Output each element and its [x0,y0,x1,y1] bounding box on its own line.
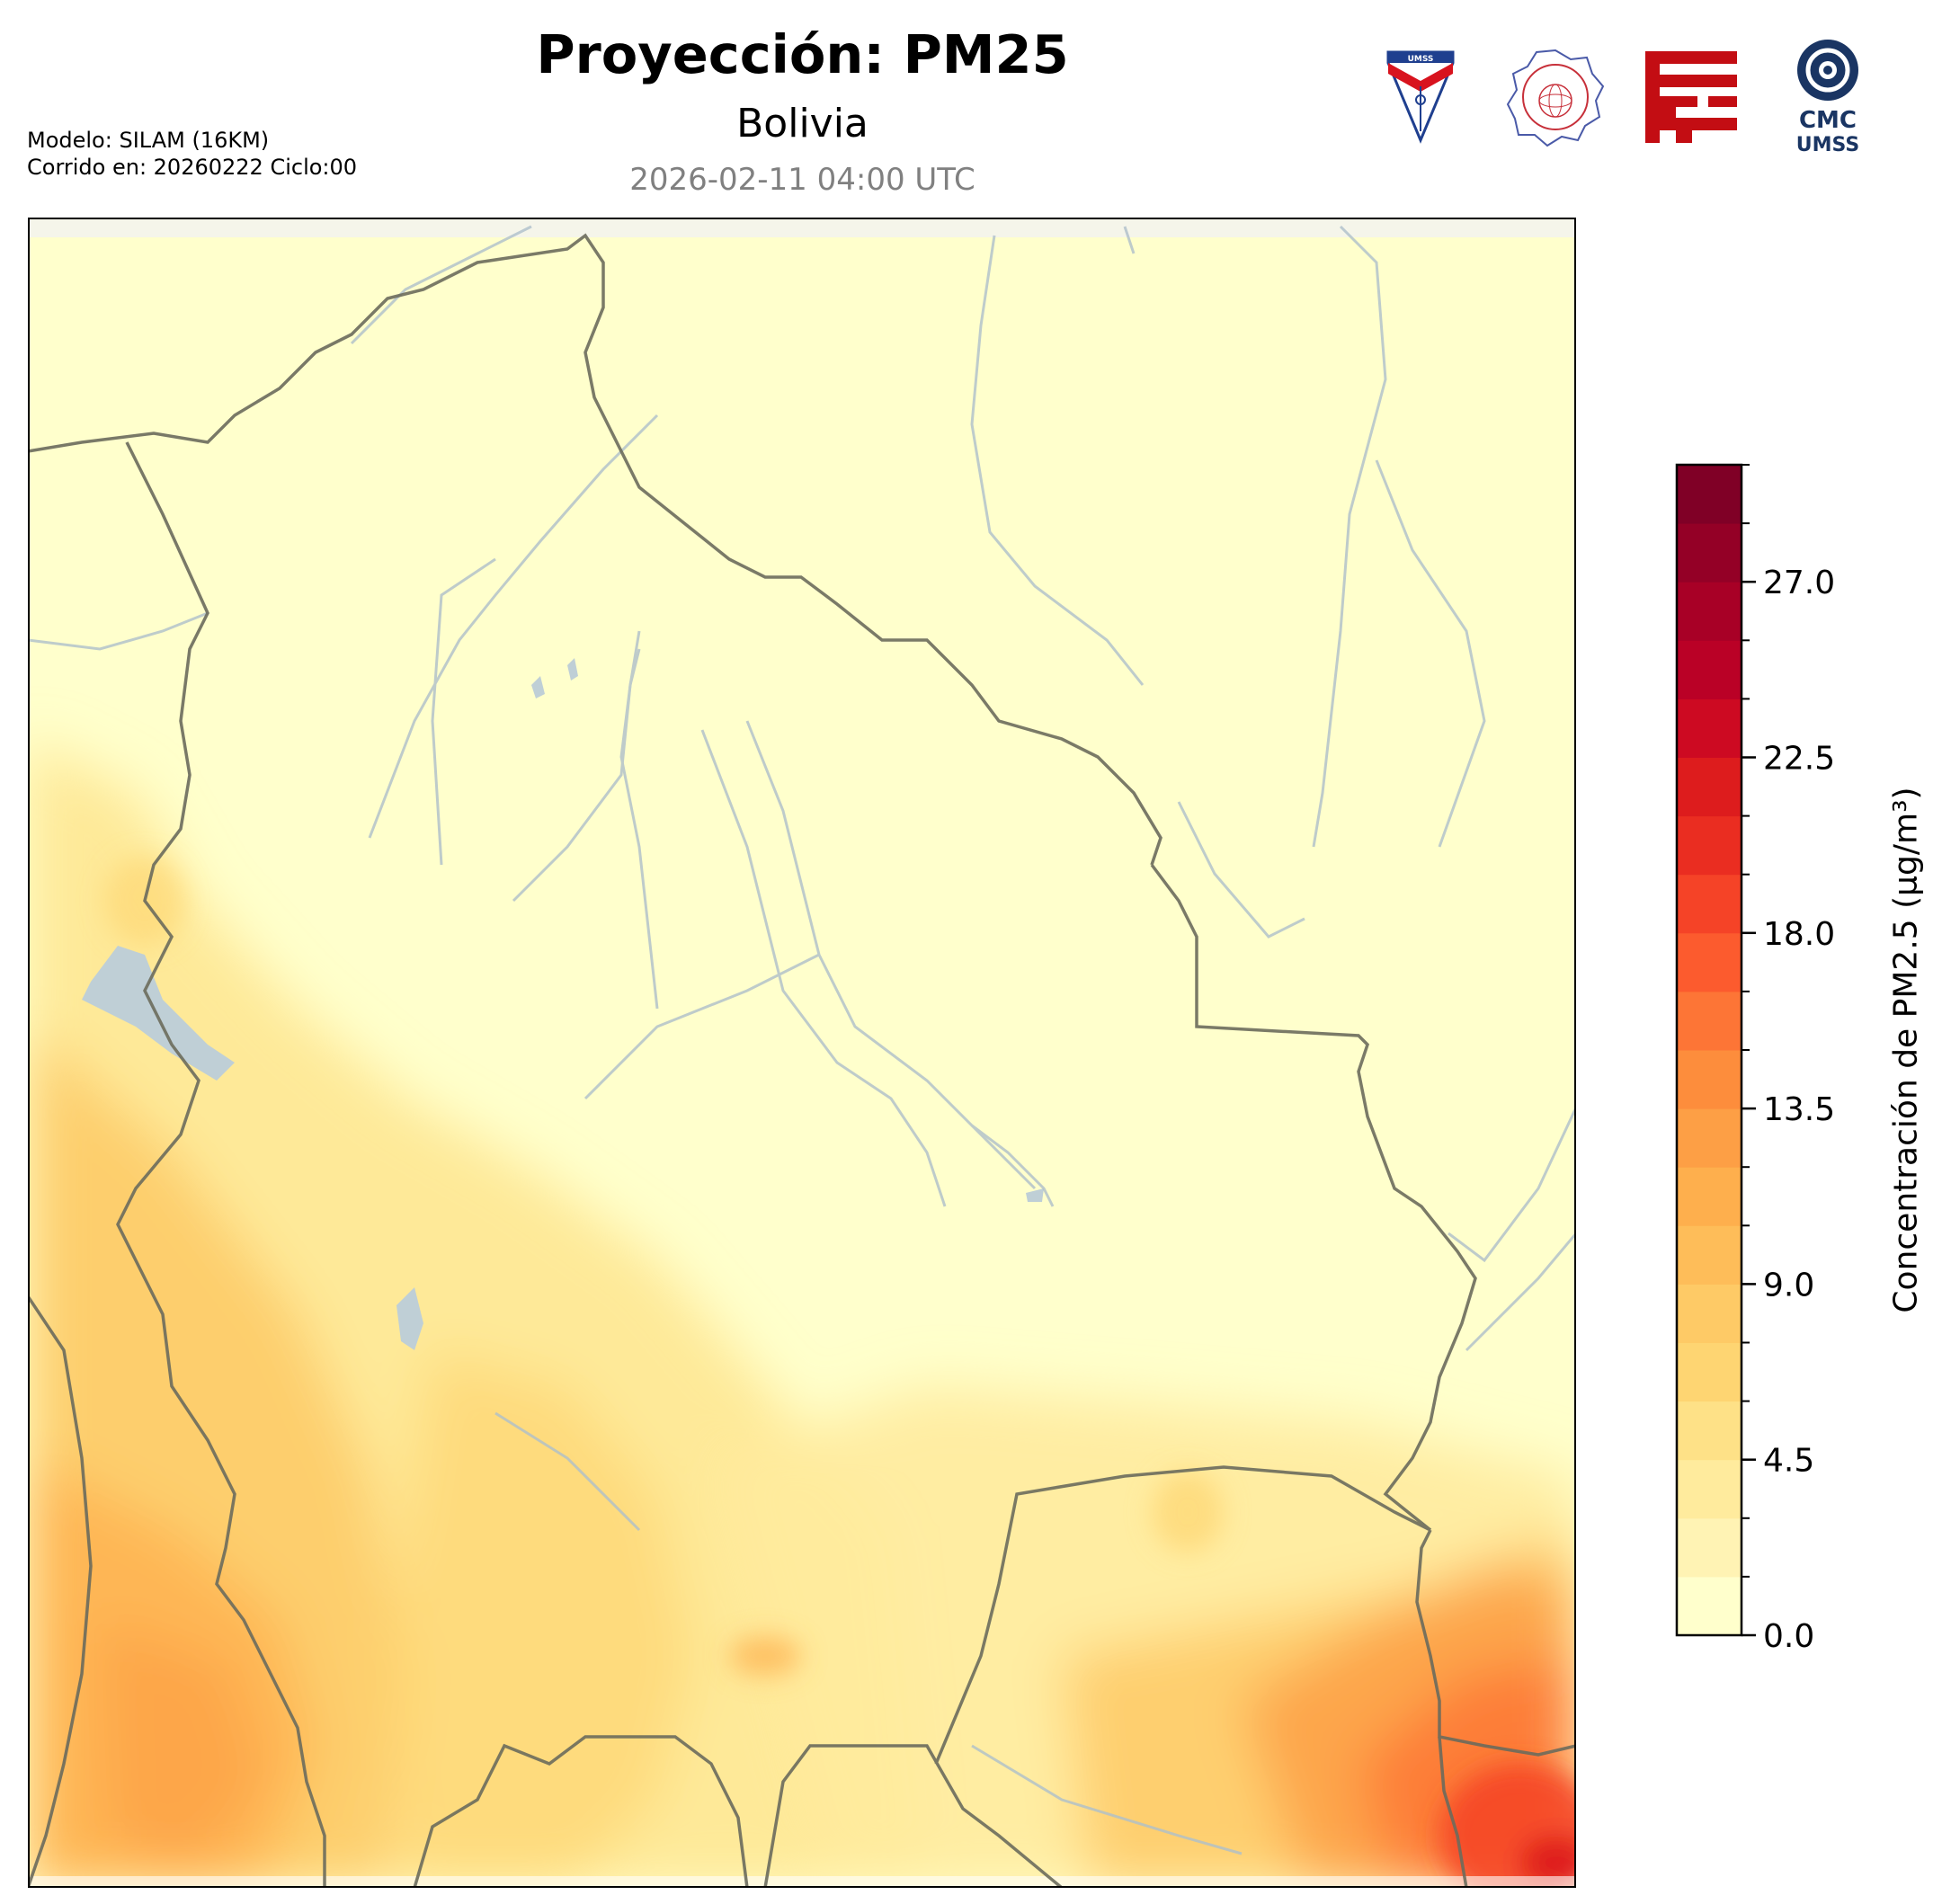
colorbar-bin [1677,991,1742,1051]
model-label: Modelo: SILAM (16KM) [27,128,270,153]
colorbar-bin [1677,1576,1742,1636]
colorbar-bin [1677,1225,1742,1285]
colorbar-bin [1677,815,1742,876]
lakes [82,658,1044,1350]
run-label: Corrido en: 20260222 Ciclo:00 [27,155,358,180]
colorbar-tick-label: 13.5 [1763,1091,1835,1128]
country-borders [28,233,1576,1888]
colorbar-bin [1677,1459,1742,1519]
colorbar-ticks: 0.0 4.5 9.0 13.5 18.0 22.5 27.0 [1742,464,1835,1655]
colorbar-bin [1677,1108,1742,1168]
colorbar-tick-label: 27.0 [1763,565,1835,601]
colorbar-label: Concentración de PM2.5 (µg/m³) [1887,787,1925,1313]
svg-text:UMSS: UMSS [1796,134,1859,156]
svg-text:UMSS: UMSS [1408,55,1434,64]
colorbar-bins [1677,465,1742,1636]
page-title: Proyección: PM25 [536,23,1069,85]
colorbar-bin [1677,932,1742,992]
colorbar-bin [1677,523,1742,583]
colorbar-tick-label: 4.5 [1763,1443,1814,1480]
rivers [28,225,1576,1855]
svg-text:CMC: CMC [1799,107,1857,134]
cmc-umss-logo: CMC UMSS [1796,40,1859,156]
colorbar: 0.0 4.5 9.0 13.5 18.0 22.5 27.0 [1675,463,1835,1655]
forecast-time: 2026-02-11 04:00 UTC [629,162,975,198]
pm25-map [28,218,1576,1888]
colorbar-bin [1677,698,1742,758]
colorbar-bin [1677,1284,1742,1343]
colorbar-bin [1677,1517,1742,1578]
colorbar-bin [1677,1167,1742,1226]
colorbar-bin [1677,1050,1742,1109]
colorbar-bin [1677,582,1742,641]
umss-shield-logo: UMSS [1386,50,1455,144]
colorbar-tick-label: 18.0 [1763,916,1835,953]
red-emblem-logo [1645,51,1737,143]
colorbar-bin [1677,1342,1742,1402]
colorbar-bin [1677,465,1742,524]
colorbar-tick-label: 22.5 [1763,741,1835,778]
colorbar-tick-label: 9.0 [1763,1267,1814,1303]
colorbar-bin [1677,640,1742,699]
physics-department-seal-logo [1506,49,1605,147]
colorbar-bin [1677,757,1742,817]
colorbar-bin [1677,874,1742,934]
page-subtitle: Bolivia [736,101,869,147]
colorbar-tick-label: 0.0 [1763,1618,1814,1655]
colorbar-bin [1677,1401,1742,1461]
